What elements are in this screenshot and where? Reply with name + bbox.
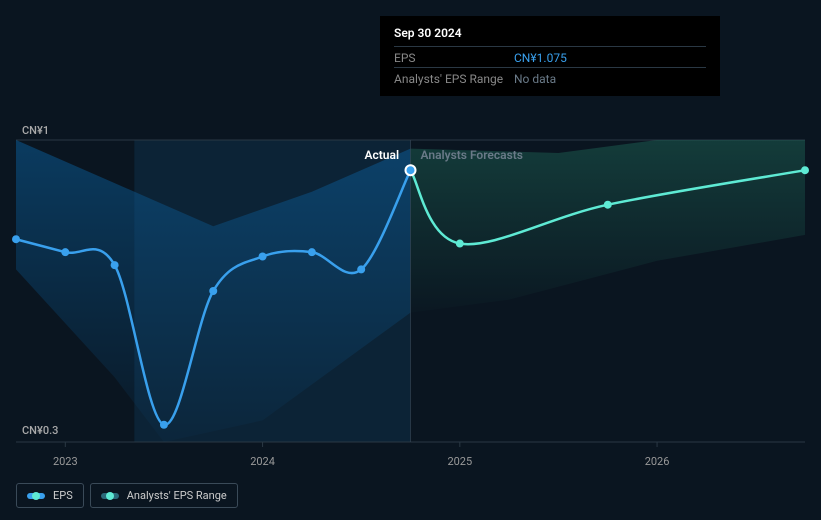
tooltip-row: EPSCN¥1.075 bbox=[394, 46, 706, 65]
legend-item-label: EPS bbox=[53, 489, 73, 502]
chart-legend: EPS Analysts' EPS Range bbox=[16, 483, 238, 508]
tooltip-row-label: EPS bbox=[394, 51, 514, 65]
tooltip-row: Analysts' EPS RangeNo data bbox=[394, 67, 706, 86]
tooltip-row-label: Analysts' EPS Range bbox=[394, 72, 514, 86]
chart-tooltip: Sep 30 2024 EPSCN¥1.075Analysts' EPS Ran… bbox=[380, 16, 720, 96]
tooltip-date: Sep 30 2024 bbox=[394, 26, 706, 40]
tooltip-row-value: No data bbox=[514, 72, 556, 86]
x-axis-tick: 2024 bbox=[250, 455, 275, 468]
section-label-forecast: Analysts Forecasts bbox=[421, 148, 523, 162]
legend-swatch-icon bbox=[101, 493, 119, 499]
x-axis-tick: 2025 bbox=[447, 455, 472, 468]
x-axis-tick: 2023 bbox=[53, 455, 78, 468]
legend-item[interactable]: EPS bbox=[16, 483, 84, 508]
y-axis-label-top: CN¥1 bbox=[22, 124, 49, 137]
section-label-actual: Actual bbox=[365, 148, 400, 162]
legend-item[interactable]: Analysts' EPS Range bbox=[90, 483, 238, 508]
x-axis-tick: 2026 bbox=[645, 455, 670, 468]
y-axis-label-bottom: CN¥0.3 bbox=[22, 424, 58, 437]
tooltip-row-value: CN¥1.075 bbox=[514, 51, 567, 65]
legend-item-label: Analysts' EPS Range bbox=[127, 489, 227, 502]
eps-chart-container: CN¥1 CN¥0.3 Actual Analysts Forecasts 20… bbox=[0, 0, 821, 520]
legend-swatch-icon bbox=[27, 493, 45, 499]
